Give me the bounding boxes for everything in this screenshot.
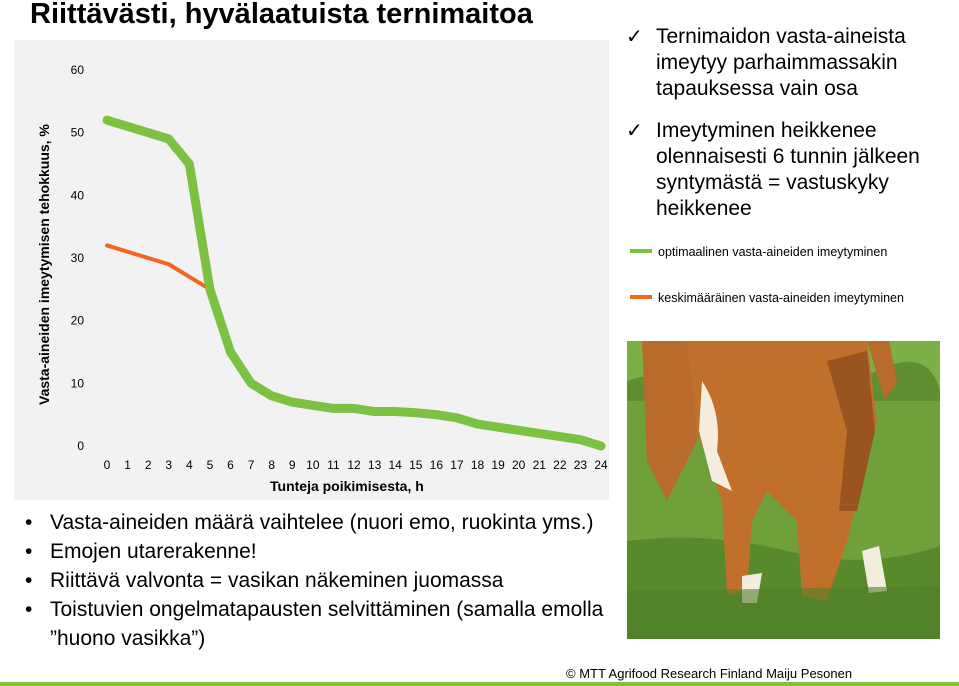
y-tick-label: 40 xyxy=(71,188,85,202)
bullet-item: • Vasta-aineiden määrä vaihtelee (nuori e… xyxy=(25,511,594,534)
bullet-list: • Vasta-aineiden määrä vaihtelee (nuori e… xyxy=(22,508,622,653)
legend-label: optimaalinen vasta-aineiden imeytyminen xyxy=(658,245,888,259)
x-tick-label: 15 xyxy=(409,458,423,472)
x-tick-label: 6 xyxy=(227,458,234,472)
legend-optimal: optimaalinen vasta-aineiden imeytyminen xyxy=(630,244,930,260)
y-tick-label: 10 xyxy=(71,376,85,390)
bullet-item: • Toistuvien ongelmatapausten selvittämin… xyxy=(25,598,604,650)
x-axis-label: Tunteja poikimisesta, h xyxy=(270,478,424,494)
legend-label: keskimääräinen vasta-aineiden imeytymine… xyxy=(658,291,904,305)
x-tick-label: 1 xyxy=(124,458,131,472)
x-tick-label: 3 xyxy=(165,458,172,472)
y-tick-label: 20 xyxy=(71,314,85,328)
legend-average: keskimääräinen vasta-aineiden imeytymine… xyxy=(630,290,930,306)
y-tick-label: 30 xyxy=(71,251,85,265)
legend-swatch-orange xyxy=(630,295,652,299)
x-tick-label: 24 xyxy=(594,458,608,472)
x-tick-label: 18 xyxy=(471,458,485,472)
checkmark-icon: ✓ xyxy=(626,120,643,142)
checkmark-icon: ✓ xyxy=(626,26,643,48)
x-tick-label: 12 xyxy=(347,458,361,472)
check-item-text: Imeytyminen heikkenee olennaisesti 6 tun… xyxy=(656,119,920,220)
series-line-average xyxy=(105,243,603,448)
y-tick-label: 0 xyxy=(77,439,84,453)
bullet-item: • Riittävä valvonta = vasikan näkeminen j… xyxy=(25,569,504,592)
y-tick-label: 60 xyxy=(71,63,85,77)
check-item: ✓ Imeytyminen heikkenee olennaisesti 6 t… xyxy=(626,118,956,222)
x-tick-label: 21 xyxy=(533,458,547,472)
check-item: ✓ Ternimaidon vasta-aineista imeytyy par… xyxy=(626,24,956,102)
x-tick-label: 20 xyxy=(512,458,526,472)
check-list: ✓ Ternimaidon vasta-aineista imeytyy par… xyxy=(626,24,956,238)
x-tick-label: 23 xyxy=(574,458,588,472)
x-tick-label: 5 xyxy=(207,458,214,472)
series-line-optimal xyxy=(102,115,606,451)
bullet-item: • Emojen utarerakenne! xyxy=(25,540,257,563)
x-tick-label: 16 xyxy=(430,458,444,472)
x-tick-label: 14 xyxy=(388,458,402,472)
x-tick-label: 0 xyxy=(104,458,111,472)
x-tick-label: 17 xyxy=(450,458,464,472)
x-tick-label: 19 xyxy=(491,458,505,472)
legend-swatch-green xyxy=(630,249,652,253)
x-tick-label: 9 xyxy=(289,458,296,472)
x-tick-label: 13 xyxy=(368,458,382,472)
y-tick-label: 50 xyxy=(71,126,85,140)
check-item-text: Ternimaidon vasta-aineista imeytyy parha… xyxy=(656,25,906,100)
x-tick-label: 4 xyxy=(186,458,193,472)
slide-title: Riittävästi, hyvälaatuista ternimaitoa xyxy=(30,0,533,30)
chart-panel xyxy=(14,40,609,500)
x-tick-label: 10 xyxy=(306,458,320,472)
x-tick-label: 8 xyxy=(268,458,275,472)
x-tick-label: 7 xyxy=(248,458,255,472)
x-tick-label: 11 xyxy=(327,458,340,472)
y-axis-label: Vasta-aineiden imeytymisen tehokkuus, % xyxy=(36,124,52,405)
photo-credit: © MTT Agrifood Research Finland Maiju Pe… xyxy=(566,666,853,681)
cow-photo xyxy=(627,341,940,639)
x-tick-label: 2 xyxy=(145,458,152,472)
bottom-accent-bar xyxy=(0,682,959,686)
x-tick-label: 22 xyxy=(553,458,567,472)
